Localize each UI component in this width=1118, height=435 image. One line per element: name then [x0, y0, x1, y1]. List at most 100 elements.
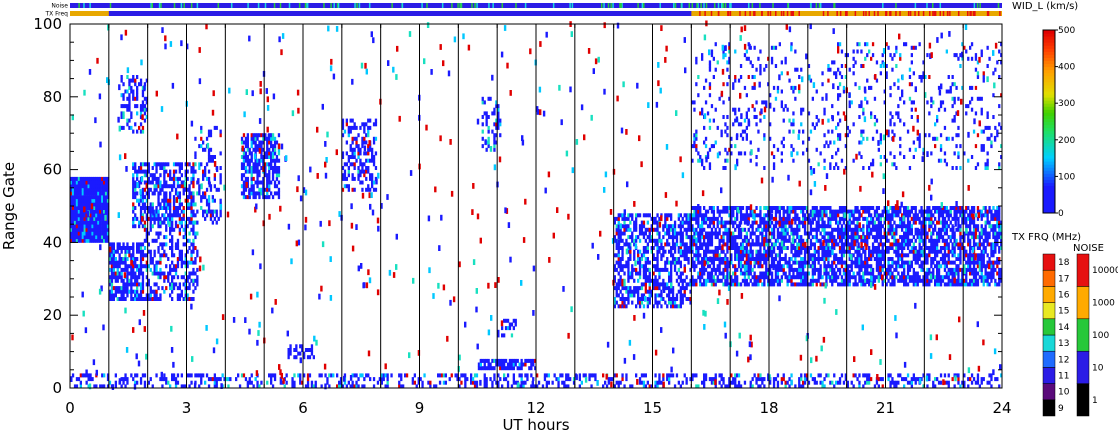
echo-cell [706, 278, 710, 283]
echo-cell [854, 260, 857, 265]
echo-cell [910, 246, 913, 250]
echo-cell [112, 257, 115, 261]
echo-cell [656, 213, 659, 218]
echo-cell [891, 216, 894, 221]
echo-cell [730, 231, 733, 236]
echo-cell [277, 133, 281, 138]
echo-cell [786, 220, 789, 225]
echo-cell [930, 213, 933, 218]
echo-cell [914, 238, 917, 243]
echo-cell [359, 162, 362, 167]
echo-cell [99, 195, 102, 200]
echo-cell [124, 249, 127, 254]
echo-cell [879, 220, 882, 225]
echo-cell [901, 278, 904, 283]
echo-cell [353, 136, 356, 141]
echo-cell [77, 220, 81, 225]
echo-cell [670, 235, 673, 240]
echo-cell [868, 231, 871, 236]
echo-cell [134, 271, 137, 276]
echo-cell [811, 267, 814, 272]
echo-cell [712, 253, 715, 258]
echo-cell [932, 231, 935, 236]
echo-cell [736, 224, 739, 229]
echo-cell [897, 224, 900, 229]
echo-cell [374, 166, 378, 170]
echo-cell [984, 271, 987, 276]
echo-cell [988, 242, 991, 247]
echo-cell [903, 209, 906, 214]
echo-cell [936, 209, 939, 214]
echo-cell [949, 271, 952, 276]
echo-cell [196, 282, 199, 287]
echo-cell [120, 78, 123, 83]
echo-cell [970, 257, 974, 261]
echo-cell [689, 289, 692, 294]
echo-cell [627, 216, 630, 221]
echo-cell [70, 184, 73, 189]
echo-cell [136, 198, 139, 203]
echo-cell [941, 278, 945, 283]
echo-cell [769, 271, 772, 276]
echo-cell [157, 184, 160, 189]
echo-cell [906, 264, 910, 269]
echo-cell [827, 253, 830, 258]
echo-cell [988, 275, 991, 280]
echo-cell [642, 304, 646, 309]
echo-cell [772, 227, 776, 232]
echo-cell [161, 162, 164, 167]
echo-cell [194, 151, 197, 156]
echo-cell [619, 238, 622, 243]
echo-cell [260, 187, 263, 192]
echo-cell [932, 242, 935, 247]
echo-cell [268, 173, 271, 178]
echo-cell [860, 260, 863, 265]
echo-cell [734, 206, 737, 210]
echo-cell [83, 224, 86, 229]
echo-cell [759, 260, 762, 265]
echo-cell [134, 293, 137, 298]
echo-cell [739, 264, 743, 269]
echo-cell [242, 140, 246, 145]
echo-cell [778, 260, 781, 265]
echo-cell [928, 227, 931, 232]
echo-cell [844, 260, 847, 265]
echo-cell [870, 257, 873, 261]
echo-cell [219, 213, 222, 218]
echo-cell [755, 220, 758, 225]
echo-cell [697, 260, 700, 265]
echo-cell [652, 253, 655, 258]
noise-strip-mark [451, 3, 453, 8]
echo-cell [691, 224, 694, 229]
echo-cell [621, 213, 624, 218]
echo-cell [860, 278, 863, 283]
echo-cell [163, 191, 166, 196]
echo-cell [904, 209, 908, 214]
echo-cell [635, 271, 638, 276]
echo-cell [840, 246, 844, 250]
echo-cell [945, 220, 948, 225]
echo-cell [939, 249, 943, 254]
echo-cell [157, 275, 160, 280]
echo-cell [138, 198, 141, 203]
echo-cell [671, 289, 675, 294]
echo-cell [271, 151, 275, 156]
echo-cell [81, 198, 84, 203]
echo-cell [811, 213, 814, 218]
echo-cell [730, 209, 733, 214]
echo-cell [266, 144, 269, 149]
echo-cell [840, 224, 844, 229]
echo-cell [122, 115, 125, 119]
echo-cell [693, 267, 696, 272]
echo-cell [802, 271, 805, 276]
echo-cell [947, 275, 950, 280]
echo-cell [178, 198, 181, 203]
echo-cell [623, 242, 626, 247]
echo-cell [811, 220, 814, 225]
echo-cell [652, 282, 655, 287]
echo-cell [687, 227, 690, 232]
echo-cell [101, 187, 104, 192]
echo-cell [143, 224, 147, 229]
echo-cell [780, 249, 783, 254]
echo-cell [77, 231, 81, 236]
